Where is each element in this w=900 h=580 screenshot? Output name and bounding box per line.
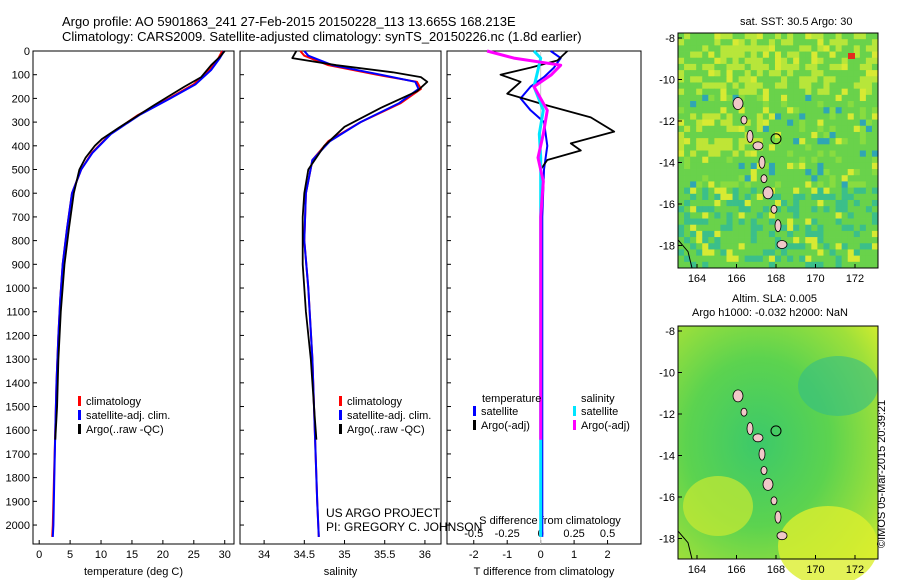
legend-label: climatology	[86, 396, 142, 408]
series-line-3	[486, 49, 563, 440]
temperature-panel: 0 5 10 15 20 25 30 temperature (deg C) 0 100 200 30…	[6, 46, 235, 578]
legend-label: satellite-adj. clim.	[347, 410, 431, 422]
top-axis-label: S difference from climatology	[479, 515, 621, 527]
y-tick-label: 900	[12, 259, 30, 271]
y-tick-label: 800	[12, 236, 30, 248]
project-pi: PI: GREGORY C. JOHNSON	[326, 520, 483, 534]
x-tick-label: 5	[67, 549, 73, 561]
plot-frame	[446, 50, 642, 545]
legend-swatch	[573, 420, 576, 430]
y-tick-label: 1100	[6, 307, 30, 319]
top-tick-label: -0.25	[495, 528, 520, 540]
difference-panel: -2 -1 0 1 2 T difference from climatology -0.5…	[446, 49, 642, 578]
x-tick-label: 20	[157, 549, 169, 561]
legend-title-salinity: salinity	[581, 393, 615, 405]
climatology-title: Climatology: CARS2009. Satellite-adjuste…	[62, 29, 582, 44]
series-line-2	[54, 50, 226, 440]
height-map-title: Argo h1000: -0.032 h2000: NaN	[692, 307, 848, 319]
y-tick-label: 2000	[6, 520, 30, 532]
top-tick-label: -0.5	[464, 528, 483, 540]
x-tick-label: 10	[95, 549, 107, 561]
legend-swatch	[473, 420, 476, 430]
plot-frame	[239, 50, 442, 545]
project-name: US ARGO PROJECT	[326, 506, 441, 520]
x-tick-label: 15	[126, 549, 138, 561]
series-line-0	[51, 50, 224, 537]
legend-swatch	[78, 410, 81, 420]
legend-label: satellite	[581, 406, 618, 418]
series-line-1	[303, 50, 420, 537]
legend-swatch	[339, 424, 342, 434]
x-tick-label: 0	[538, 549, 544, 561]
top-tick-label: 0.25	[563, 528, 584, 540]
x-tick-label: 30	[219, 549, 231, 561]
legend-label: Argo(-adj)	[481, 420, 530, 432]
x-tick-label: 0	[36, 549, 42, 561]
series-line-1	[51, 50, 225, 537]
x-axis-label: temperature (deg C)	[84, 566, 183, 578]
y-tick-label: 1800	[6, 473, 30, 485]
profile-title: Argo profile: AO 5901863_241 27-Feb-2015…	[62, 14, 516, 29]
legend-label: satellite	[481, 406, 518, 418]
y-tick-label: 1500	[6, 402, 30, 414]
legend-swatch	[573, 406, 576, 416]
legend-label: satellite-adj. clim.	[86, 410, 170, 422]
timestamp-stamp: ©IMOS 05-Mar-2015 20:39:21	[876, 399, 888, 548]
sla-map-title: Altim. SLA: 0.005	[732, 293, 817, 305]
sst-map-title: sat. SST: 30.5 Argo: 30	[740, 16, 853, 28]
x-tick-label: 35.5	[374, 549, 395, 561]
legend-swatch	[78, 396, 81, 406]
top-tick-label: 0.5	[600, 528, 615, 540]
y-tick-label: 100	[12, 70, 30, 82]
y-tick-label: 1000	[6, 283, 30, 295]
x-tick-label: 2	[604, 549, 610, 561]
plot-frame	[32, 50, 235, 545]
y-tick-label: 1900	[6, 496, 30, 508]
y-tick-label: 1600	[6, 425, 30, 437]
y-tick-label: 0	[24, 46, 30, 58]
x-tick-label: -2	[469, 549, 479, 561]
series-line-2	[291, 50, 429, 440]
x-tick-label: 25	[188, 549, 200, 561]
legend-swatch	[473, 406, 476, 416]
legend-swatch	[339, 396, 342, 406]
salinity-panel: 34 34.5 35 35.5 36 salinity climatology satelli…	[239, 50, 442, 578]
y-tick-label: 700	[12, 212, 30, 224]
y-tick-label: 1400	[6, 378, 30, 390]
y-tick-label: 1200	[6, 330, 30, 342]
y-tick-label: 1700	[6, 449, 30, 461]
x-tick-label: 35	[338, 549, 350, 561]
y-tick-label: 1300	[6, 354, 30, 366]
legend-title-temperature: temperature	[482, 393, 541, 405]
legend-label: climatology	[347, 396, 403, 408]
x-tick-label: 36	[419, 549, 431, 561]
y-tick-label: 300	[12, 117, 30, 129]
x-tick-label: -1	[502, 549, 512, 561]
y-tick-label: 200	[12, 93, 30, 105]
series-line-1	[499, 50, 616, 440]
legend-swatch	[78, 424, 81, 434]
legend-label: Argo(..raw -QC)	[86, 424, 164, 436]
x-axis-label: salinity	[324, 566, 358, 578]
legend-label: Argo(-adj)	[581, 420, 630, 432]
legend-label: Argo(..raw -QC)	[347, 424, 425, 436]
y-tick-label: 500	[12, 165, 30, 177]
y-tick-label: 400	[12, 141, 30, 153]
y-tick-label: 600	[12, 188, 30, 200]
series-line-0	[299, 50, 422, 537]
x-tick-label: 34.5	[294, 549, 315, 561]
x-axis-label: T difference from climatology	[474, 566, 615, 578]
x-tick-label: 34	[258, 549, 270, 561]
x-tick-label: 1	[571, 549, 577, 561]
legend-swatch	[339, 410, 342, 420]
